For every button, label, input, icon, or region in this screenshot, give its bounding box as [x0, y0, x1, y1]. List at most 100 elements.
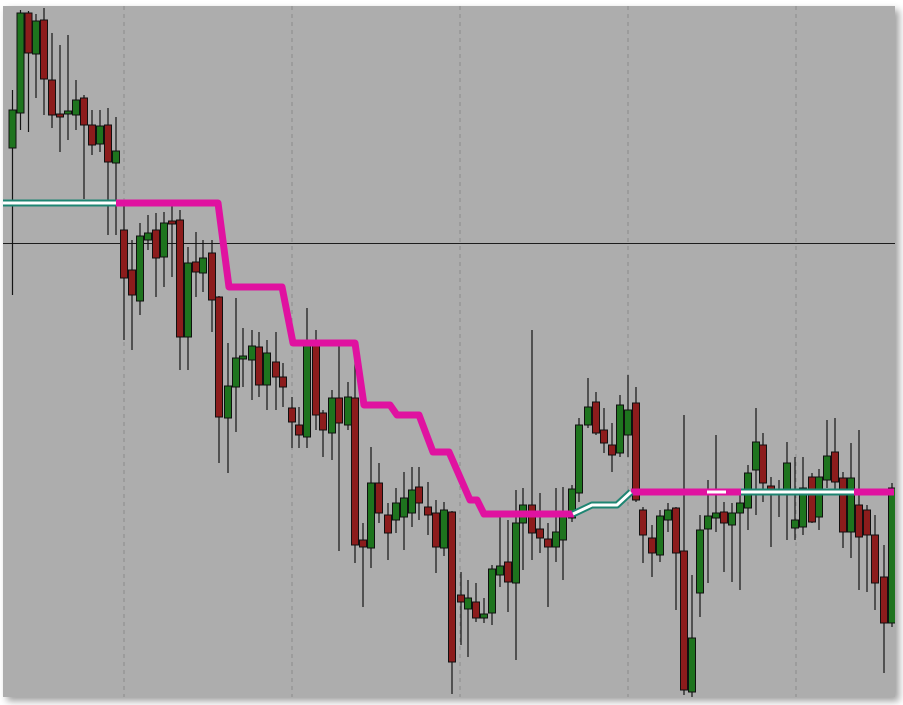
- candle-bearish: [600, 429, 608, 444]
- candles-layer: [8, 8, 895, 697]
- candle-bearish: [528, 504, 536, 534]
- candle-bullish: [184, 262, 192, 338]
- candle-bullish: [736, 502, 744, 514]
- candle-bullish: [224, 385, 232, 419]
- candle-bearish: [152, 229, 160, 259]
- candle-bearish: [672, 507, 680, 554]
- candle-bullish: [752, 441, 760, 471]
- candle-bearish: [375, 482, 383, 514]
- candle-bearish: [168, 220, 176, 225]
- candle-bullish: [408, 489, 416, 514]
- candle-bearish: [871, 534, 879, 584]
- candle-bearish: [759, 444, 767, 484]
- candle-bullish: [575, 424, 583, 494]
- candle-bullish: [199, 257, 207, 274]
- candle-bearish: [880, 576, 888, 624]
- candle-bullish: [367, 482, 375, 549]
- candle-bullish: [160, 222, 168, 258]
- candle-bullish: [888, 487, 895, 624]
- candle-bearish: [192, 261, 200, 273]
- candle-bullish: [847, 477, 855, 533]
- grid-layer: [123, 6, 797, 697]
- candle-bearish: [855, 504, 863, 538]
- candle-bearish: [104, 124, 112, 163]
- candle-bearish: [720, 511, 728, 524]
- candle-bullish: [16, 12, 25, 114]
- candle-bearish: [424, 506, 432, 516]
- candle-bearish: [648, 537, 656, 554]
- candle-bullish: [344, 396, 352, 426]
- candle-bearish: [839, 477, 847, 533]
- candle-bullish: [248, 345, 256, 361]
- candle-bearish: [415, 486, 423, 504]
- candle-bullish: [464, 597, 472, 610]
- chart-surface[interactable]: [3, 6, 895, 697]
- candle-bearish: [48, 79, 56, 116]
- candle-bullish: [303, 342, 311, 438]
- candle-bearish: [215, 296, 223, 418]
- candle-bearish: [472, 601, 480, 619]
- candle-bullish: [512, 522, 520, 584]
- candle-bullish: [656, 515, 664, 556]
- candle-bullish: [696, 529, 704, 594]
- candle-bearish: [40, 19, 48, 80]
- candle-bullish: [664, 509, 672, 521]
- candle-bullish: [239, 355, 247, 360]
- candle-bearish: [632, 402, 640, 501]
- candle-bearish: [176, 219, 184, 338]
- candle-bearish: [335, 397, 343, 424]
- candle-bearish: [288, 407, 296, 423]
- candle-bullish: [552, 531, 560, 548]
- trend-stop-line-magenta: [114, 199, 574, 518]
- candle-bullish: [263, 352, 271, 386]
- candle-bullish: [136, 235, 144, 302]
- candle-bearish: [88, 124, 96, 146]
- price-chart-canvas[interactable]: [3, 6, 895, 697]
- candle-bearish: [255, 346, 263, 386]
- candle-bullish: [32, 20, 40, 55]
- candle-bullish: [232, 357, 240, 388]
- flat-tube-line-core: [572, 490, 633, 516]
- candle-bearish: [312, 341, 320, 416]
- candle-bullish: [584, 406, 592, 426]
- candle-bearish: [680, 550, 688, 691]
- candle-bearish: [384, 514, 392, 534]
- candle-bullish: [728, 512, 736, 526]
- candle-bearish: [80, 97, 88, 126]
- candle-bullish: [783, 462, 791, 493]
- candle-bearish: [592, 401, 600, 434]
- candle-bearish: [279, 376, 287, 388]
- candle-bullish: [496, 565, 504, 576]
- candle-bullish: [144, 232, 152, 241]
- candle-bearish: [319, 412, 327, 431]
- candle-bullish: [64, 110, 72, 115]
- candle-bearish: [208, 252, 216, 301]
- candle-bullish: [688, 637, 696, 693]
- candle-bullish: [559, 516, 567, 541]
- candle-bullish: [624, 409, 632, 436]
- candle-bearish: [608, 444, 616, 456]
- candle-bearish: [831, 451, 839, 483]
- candle-bearish: [24, 12, 33, 54]
- candle-bullish: [392, 502, 400, 521]
- candle-bearish: [295, 424, 303, 436]
- candle-bearish: [128, 269, 136, 296]
- candle-bullish: [96, 125, 104, 145]
- candle-bearish: [504, 561, 512, 583]
- candle-bearish: [457, 594, 465, 603]
- candle-bullish: [791, 519, 799, 529]
- candle-bullish: [568, 488, 576, 519]
- candle-bullish: [712, 512, 720, 519]
- candle-bullish: [815, 476, 823, 518]
- candle-bullish: [799, 487, 807, 528]
- candle-bearish: [448, 511, 456, 663]
- candle-bullish: [440, 509, 448, 549]
- candle-bearish: [432, 512, 440, 548]
- candle-bullish: [112, 150, 120, 164]
- candle-bullish: [616, 404, 624, 454]
- candle-bullish: [328, 397, 336, 434]
- candle-bearish: [272, 361, 280, 378]
- candle-bullish: [704, 515, 712, 530]
- candle-bearish: [56, 113, 64, 118]
